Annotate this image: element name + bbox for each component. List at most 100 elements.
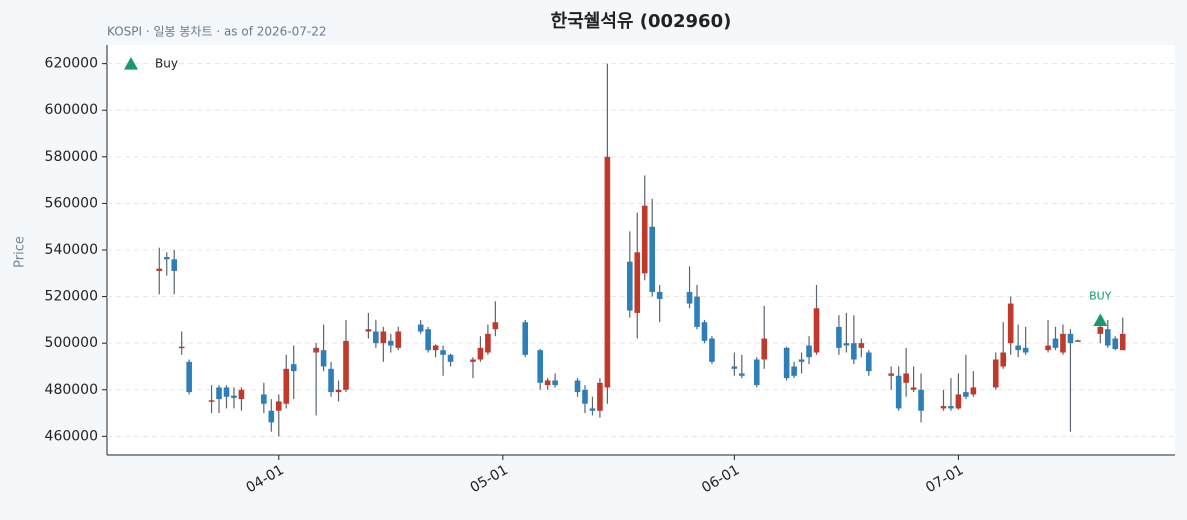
candle-body [485,333,491,353]
candle-body [806,345,812,358]
candle-body [477,347,484,360]
candle-body [208,400,215,402]
candle-body [328,368,334,393]
candle-body [813,308,820,353]
candle-body [156,268,163,271]
y-tick-label: 500000 [45,335,98,351]
candle-body [380,331,387,344]
candle-body [544,380,551,386]
candle-body [761,338,768,360]
candle-body [888,373,894,376]
candle-body [395,331,402,348]
chart-subtitle: KOSPI · 일봉 봉차트 · as of 2026-07-22 [107,25,327,39]
candle-body [178,346,185,349]
candle-body [597,382,603,411]
buy-marker [1093,313,1108,326]
candle-body [1112,338,1119,350]
candle-body [290,364,297,372]
candle-body [1097,326,1104,334]
candle-body [373,331,379,344]
candle-body [865,352,872,372]
candle-body [470,359,476,362]
candle-body [440,350,446,355]
candle-body [335,389,342,393]
candle-body [791,366,797,376]
candle-body [589,408,596,411]
candle-body [1075,340,1081,342]
candle-body [910,387,917,390]
candle-body [963,392,969,397]
candle-body [783,347,790,379]
x-tick-label: 06-01 [699,462,742,496]
x-tick-label: 07-01 [923,462,966,496]
candle-body [231,395,237,398]
candle-body [425,329,431,351]
candle-body [940,406,947,409]
candle-body [171,259,178,271]
candle-body [858,343,865,348]
x-tick-label: 05-01 [468,462,511,496]
candle-body [582,389,588,404]
candle-body [626,261,633,311]
y-tick-label: 520000 [45,289,98,305]
candle-body [1000,352,1007,367]
candle-body [1045,345,1051,351]
candle-body [268,410,275,423]
y-tick-label: 460000 [45,428,98,444]
candle-body [283,368,290,404]
y-tick-label: 620000 [45,56,98,72]
candle-body [1104,329,1111,346]
signal-annotation: BUY [1089,289,1112,302]
candle-body [275,401,282,411]
legend-label: Buy [155,57,178,71]
candle-body [1015,345,1021,351]
candle-body [739,373,745,376]
candle-body [552,380,558,386]
y-tick-label: 560000 [45,195,98,211]
candle-body [604,156,611,388]
candle-body [223,387,230,397]
candle-body [365,329,372,332]
candle-body [537,350,543,383]
candle-body [522,322,529,355]
candle-body [851,343,857,360]
candle-body [163,256,170,260]
candle-body [343,340,349,390]
candle-body [903,373,909,383]
legend-marker [124,57,138,70]
chart-title: 한국쉘석유 (002960) [551,11,732,32]
y-axis-label: Price [13,236,28,268]
candle-body [447,354,454,362]
candle-body [836,326,842,348]
candle-body [313,347,319,353]
candle-body [216,387,222,400]
candle-body [1067,333,1074,344]
candle-body [798,359,805,362]
y-tick-label: 580000 [45,149,98,165]
candle-body [261,394,267,404]
candle-body [843,343,850,346]
candle-body [709,338,715,362]
candle-body [970,387,977,395]
candle-body [388,340,394,346]
candle-body [238,389,245,400]
candle-body [186,361,192,393]
candle-body [918,389,924,411]
candle-body [948,406,954,409]
y-tick-label: 600000 [45,102,98,118]
candle-body [753,359,760,386]
candle-body [417,324,424,332]
candle-body [649,226,656,292]
candle-body [574,380,581,393]
y-tick-label: 480000 [45,382,98,398]
candle-body [955,394,962,409]
y-tick-label: 540000 [45,242,98,258]
candle-body [1022,347,1029,353]
candle-body [641,205,648,274]
candle-body [1060,333,1066,353]
candle-body [320,350,327,367]
candle-body [694,296,700,327]
candle-body [1119,333,1126,351]
